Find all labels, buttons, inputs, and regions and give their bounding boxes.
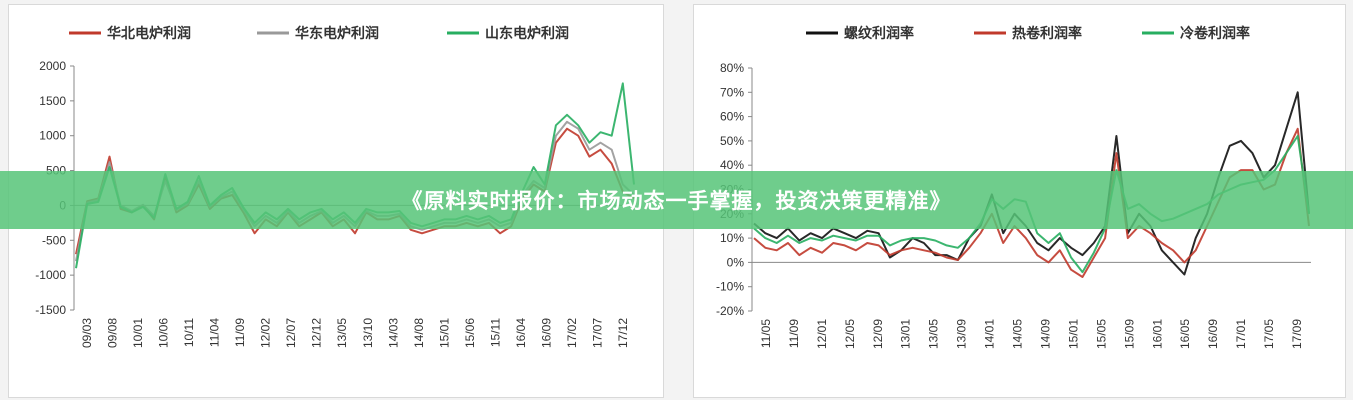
x-tick-label: 12/09: [871, 319, 885, 349]
x-tick-label: 13/01: [899, 319, 913, 349]
x-tick-label: 12/02: [259, 318, 273, 348]
x-tick-label: 13/05: [927, 319, 941, 349]
y-tick-label: 2000: [39, 59, 66, 73]
x-tick-label: 14/03: [386, 318, 400, 348]
y-tick-label: 1000: [39, 129, 66, 143]
x-tick-label: 10/06: [156, 318, 170, 348]
y-tick-label: 0%: [727, 255, 745, 269]
legend-label: 山东电炉利润: [485, 25, 569, 42]
y-tick-label: -20%: [716, 304, 744, 318]
x-tick-label: 16/09: [540, 318, 554, 348]
x-tick-label: 17/12: [616, 318, 630, 348]
x-tick-label: 12/07: [284, 318, 298, 348]
y-tick-label: 50%: [720, 134, 744, 148]
x-tick-label: 11/04: [208, 318, 222, 347]
y-tick-label: -10%: [716, 280, 744, 294]
x-tick-label: 14/09: [1038, 319, 1052, 349]
y-tick-label: 80%: [720, 61, 744, 75]
x-tick-label: 15/01: [437, 318, 451, 348]
x-tick-label: 15/11: [489, 318, 503, 347]
x-tick-label: 17/05: [1262, 319, 1276, 349]
legend-label: 华东电炉利润: [295, 25, 379, 42]
x-tick-label: 17/02: [565, 318, 579, 348]
banner-text: 《原料实时报价：市场动态一手掌握，投资决策更精准》: [401, 189, 952, 213]
y-tick-label: 10%: [720, 231, 744, 245]
y-tick-label: 40%: [720, 158, 744, 172]
x-tick-label: 14/08: [412, 318, 426, 348]
x-tick-label: 15/05: [1094, 319, 1108, 349]
x-tick-label: 09/03: [80, 318, 94, 348]
legend-label: 螺纹利润率: [844, 25, 914, 42]
y-tick-label: -1000: [35, 268, 66, 282]
legend-label: 热卷利润率: [1012, 25, 1082, 42]
x-tick-label: 16/09: [1206, 319, 1220, 349]
x-tick-label: 16/01: [1150, 319, 1164, 349]
promo-banner[interactable]: 《原料实时报价：市场动态一手掌握，投资决策更精准》: [0, 171, 1353, 229]
x-tick-label: 12/01: [815, 319, 829, 349]
x-tick-label: 11/05: [759, 319, 773, 348]
x-tick-label: 17/09: [1290, 319, 1304, 349]
y-tick-label: 60%: [720, 110, 744, 124]
x-tick-label: 10/11: [182, 318, 196, 347]
x-tick-label: 16/04: [514, 318, 528, 348]
x-tick-label: 12/12: [310, 318, 324, 348]
legend-label: 冷卷利润率: [1180, 25, 1250, 42]
x-tick-label: 13/05: [335, 318, 349, 348]
x-tick-label: 17/07: [591, 318, 605, 348]
right-chart-svg: 螺纹利润率热卷利润率冷卷利润率80%70%60%50%40%30%20%10%0…: [716, 25, 1311, 349]
x-tick-label: 10/01: [131, 318, 145, 348]
x-tick-label: 14/01: [983, 319, 997, 349]
x-tick-label: 15/01: [1066, 319, 1080, 349]
legend-label: 华北电炉利润: [107, 25, 191, 42]
x-tick-label: 13/10: [361, 318, 375, 348]
x-tick-label: 11/09: [787, 319, 801, 348]
x-tick-label: 15/09: [1122, 319, 1136, 349]
x-tick-label: 13/09: [955, 319, 969, 349]
x-tick-label: 09/08: [105, 318, 119, 348]
x-tick-label: 14/05: [1011, 319, 1025, 349]
x-tick-label: 17/01: [1234, 319, 1248, 349]
y-tick-label: 70%: [720, 85, 744, 99]
x-tick-label: 16/05: [1178, 319, 1192, 349]
y-tick-label: -1500: [35, 303, 66, 317]
x-tick-label: 12/05: [843, 319, 857, 349]
x-tick-label: 15/06: [463, 318, 477, 348]
y-tick-label: -500: [42, 233, 66, 247]
x-tick-label: 11/09: [233, 318, 247, 347]
y-tick-label: 1500: [39, 94, 66, 108]
